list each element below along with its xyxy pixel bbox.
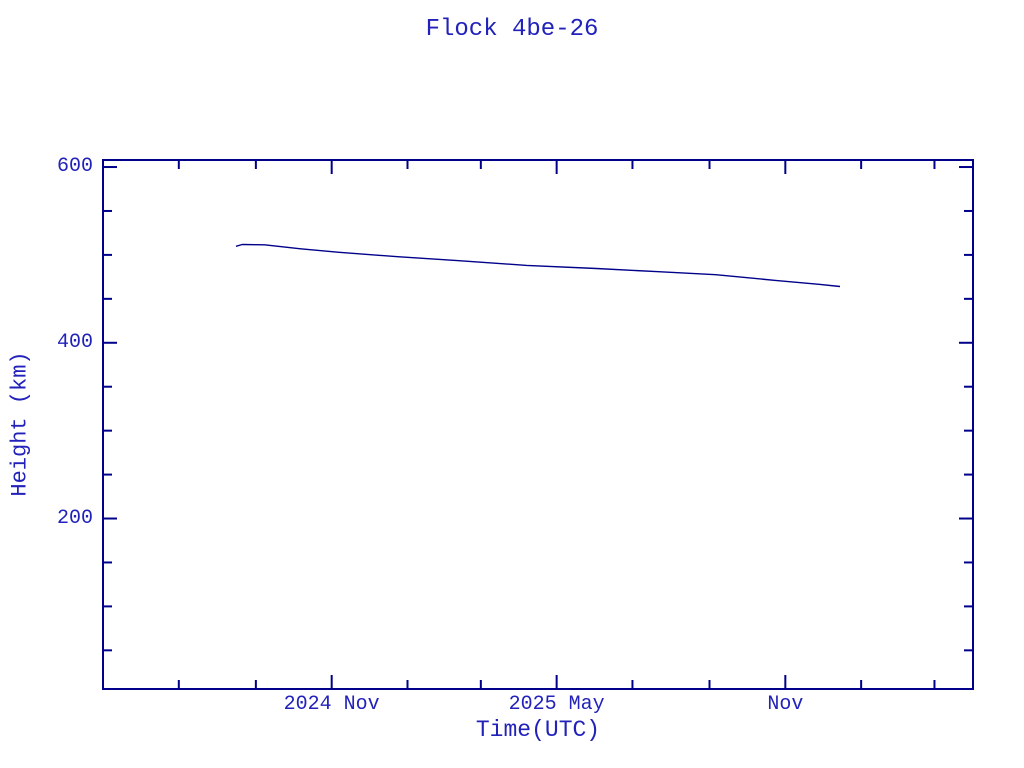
plot-border — [102, 159, 974, 690]
x-axis-title: Time(UTC) — [475, 717, 601, 743]
x-tick-label: 2025 May — [508, 693, 605, 716]
y-tick-label: 600 — [56, 155, 93, 179]
x-tick-label: Nov — [767, 693, 804, 716]
chart-title: Flock 4be-26 — [425, 16, 599, 43]
y-tick-label: 200 — [56, 506, 93, 530]
y-tick-label: 400 — [56, 330, 93, 354]
x-tick-label: 2024 Nov — [283, 693, 380, 716]
height-series-line — [235, 243, 841, 288]
